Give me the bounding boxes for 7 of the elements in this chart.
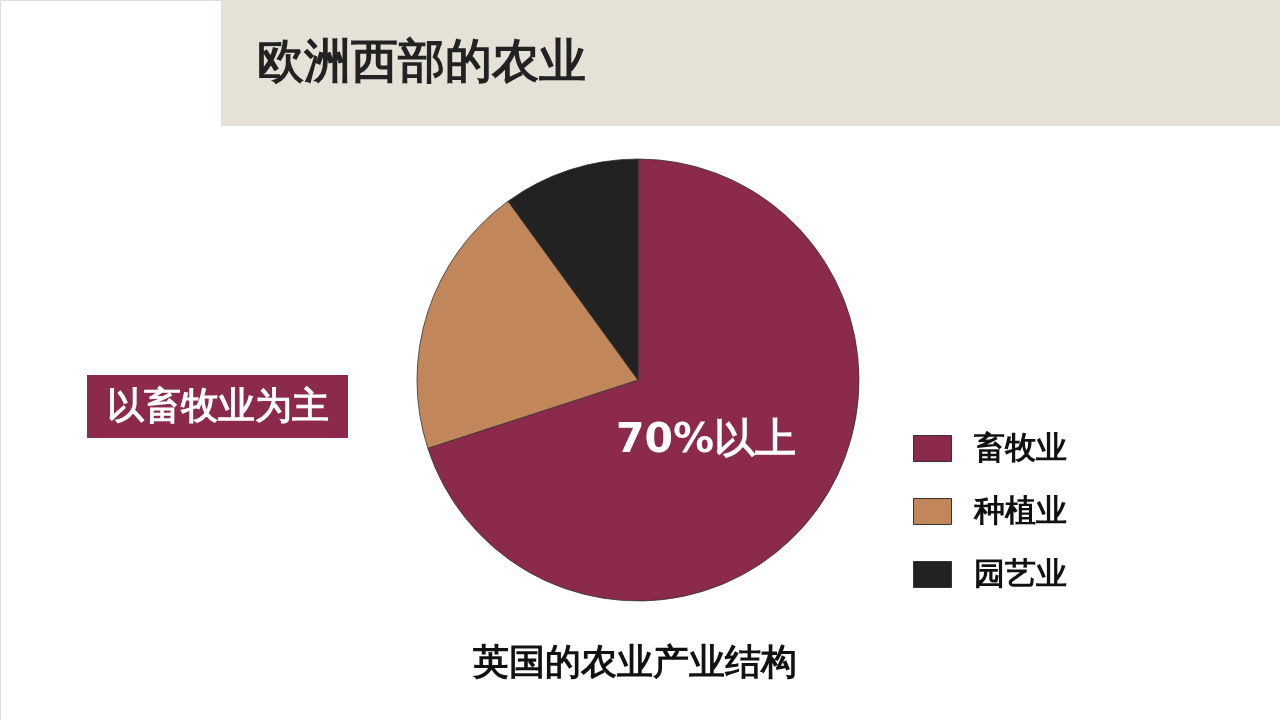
text: 英国的农业产业结构 [472,641,797,682]
legend-label: 种植业 [973,491,1067,528]
text: 70%以上 [615,414,797,462]
legend-label: 园艺业 [974,554,1067,591]
chart-title: 欧洲西部的农业 [257,33,586,88]
text: 以畜牧业为主 [107,384,329,427]
legend-label: 畜牧业 [974,428,1067,465]
